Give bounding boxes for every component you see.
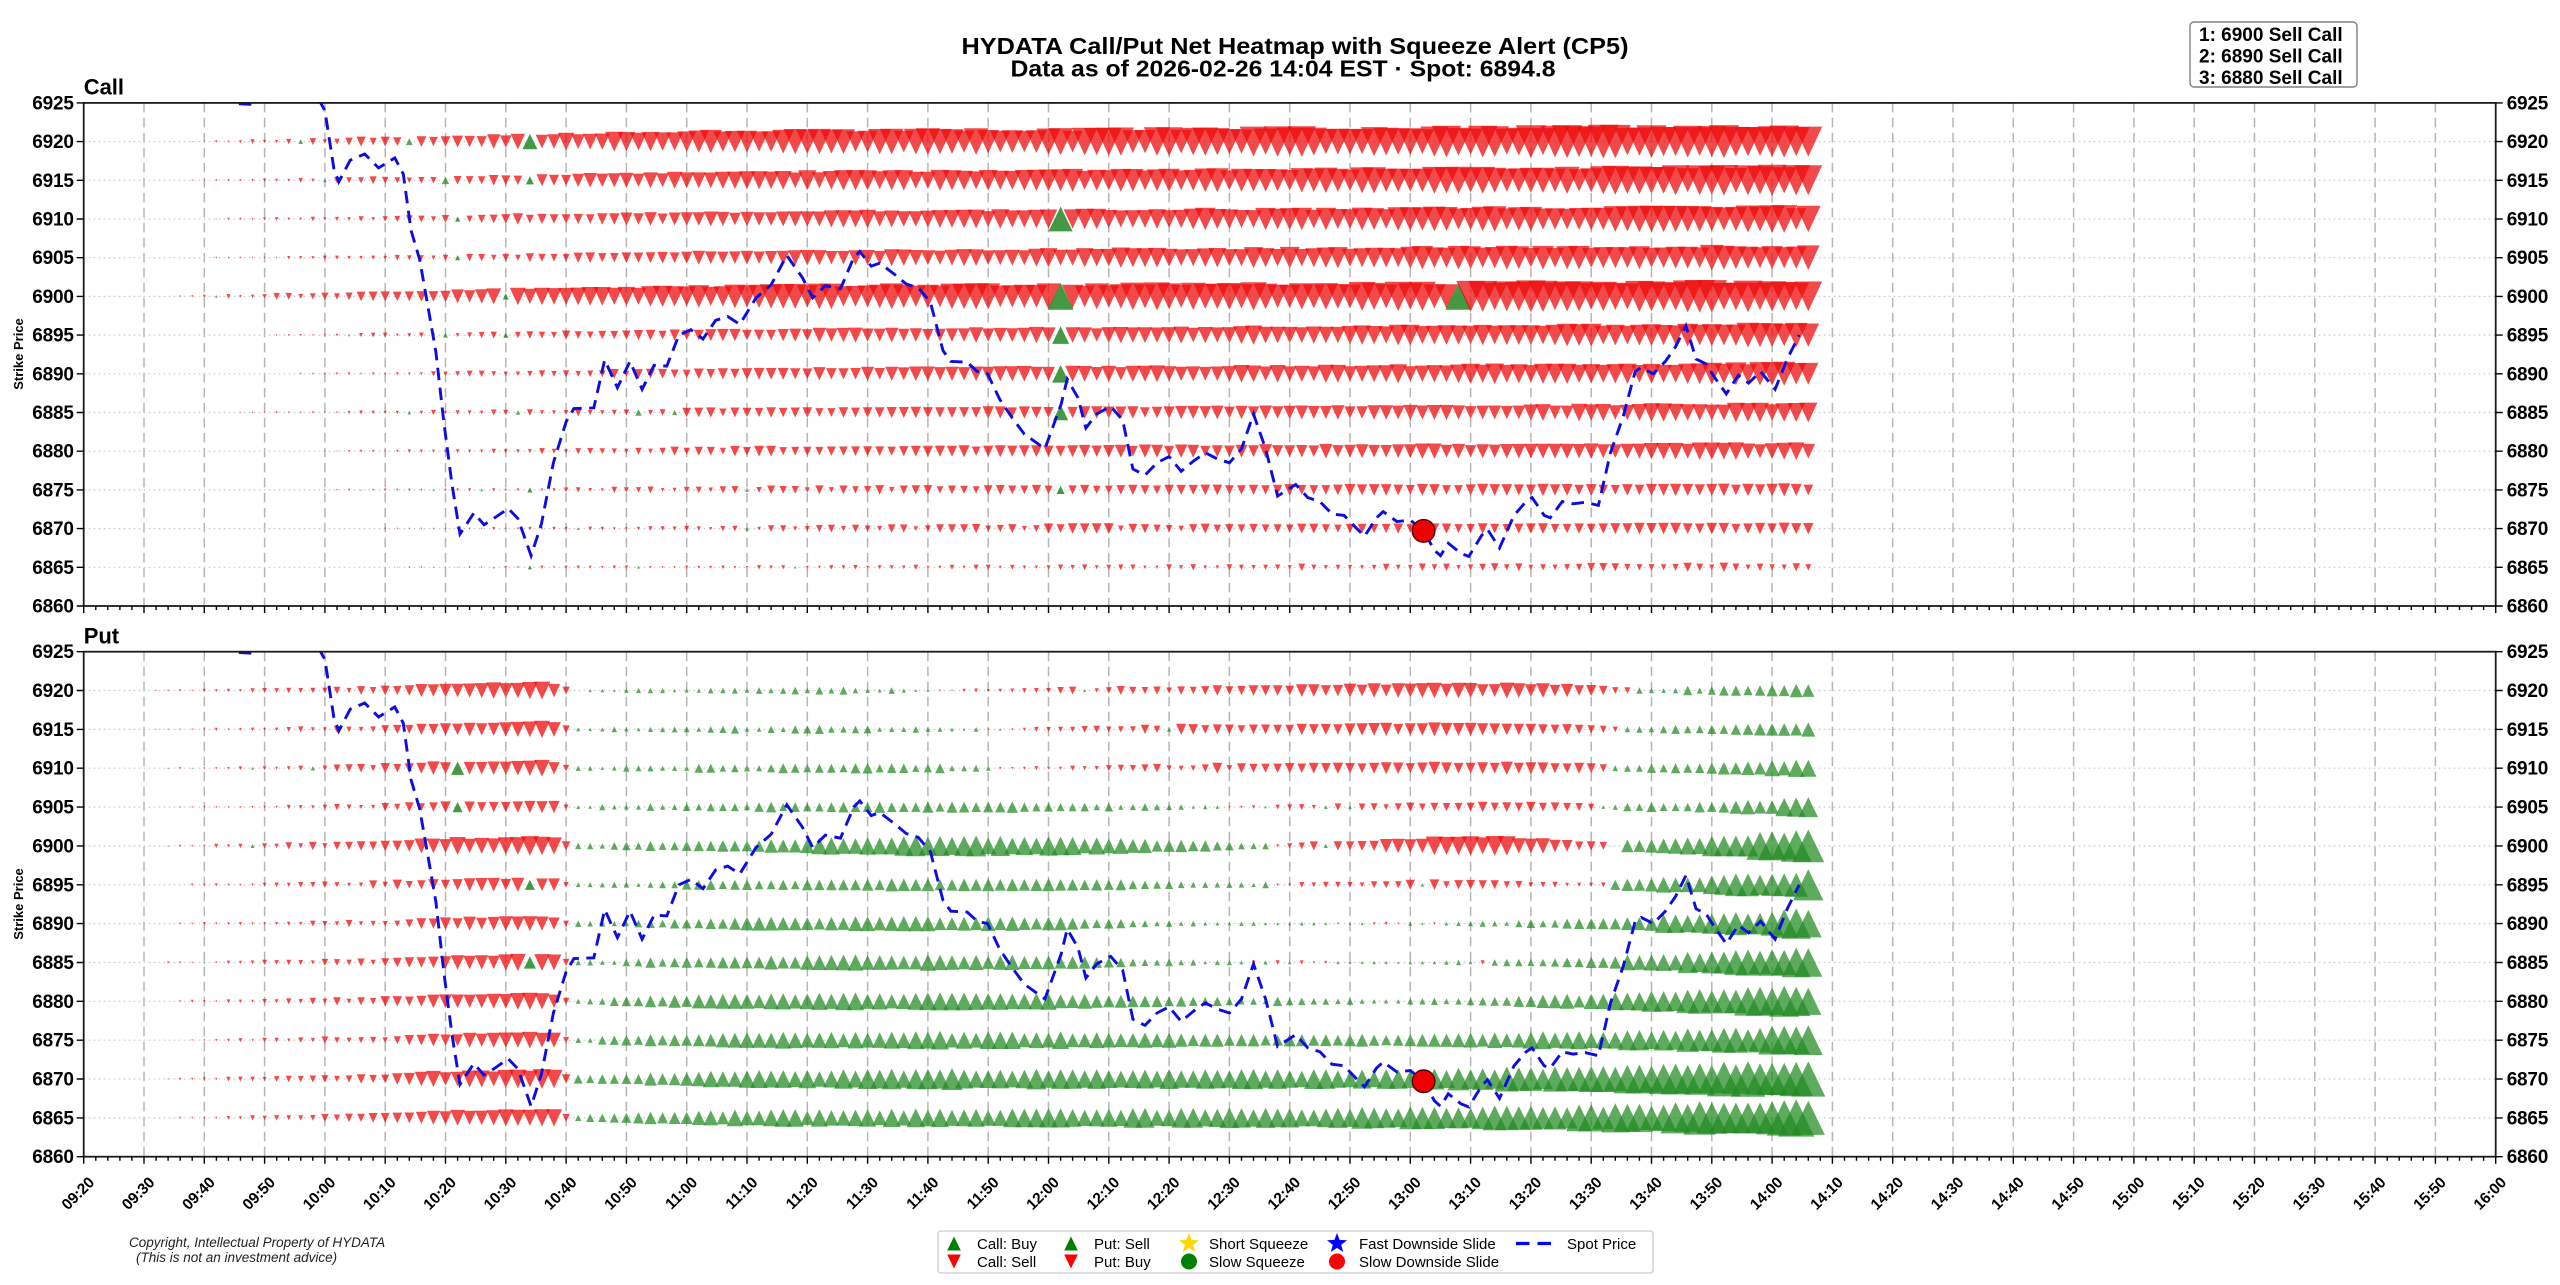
- svg-text:6900: 6900: [2507, 836, 2548, 857]
- svg-text:Call: Call: [84, 75, 124, 100]
- svg-text:6865: 6865: [2507, 1108, 2549, 1129]
- svg-text:6915: 6915: [32, 720, 74, 741]
- svg-text:6865: 6865: [2507, 558, 2549, 579]
- svg-text:1: 6900 Sell Call: 1: 6900 Sell Call: [2199, 25, 2343, 46]
- svg-text:6875: 6875: [2507, 480, 2549, 501]
- svg-text:6870: 6870: [32, 519, 73, 540]
- svg-text:6910: 6910: [32, 210, 73, 231]
- svg-text:6910: 6910: [32, 759, 73, 780]
- svg-text:Strike Price: Strike Price: [11, 318, 26, 390]
- svg-text:6885: 6885: [32, 953, 74, 974]
- svg-text:3: 6880 Sell Call: 3: 6880 Sell Call: [2199, 68, 2343, 89]
- svg-text:6920: 6920: [32, 681, 73, 702]
- svg-text:6895: 6895: [32, 875, 74, 896]
- svg-text:6905: 6905: [2507, 798, 2549, 819]
- svg-text:6910: 6910: [2507, 210, 2548, 231]
- svg-text:6920: 6920: [2507, 681, 2548, 702]
- svg-text:6895: 6895: [2507, 326, 2549, 347]
- svg-text:6865: 6865: [32, 1108, 74, 1129]
- svg-text:2: 6890 Sell Call: 2: 6890 Sell Call: [2199, 47, 2343, 68]
- svg-text:6905: 6905: [2507, 248, 2549, 269]
- svg-text:6905: 6905: [32, 248, 74, 269]
- svg-text:6860: 6860: [32, 1147, 73, 1168]
- svg-text:HYDATA Call/Put Net Heatmap wi: HYDATA Call/Put Net Heatmap with Squeeze…: [962, 33, 1629, 59]
- svg-text:Put: Buy: Put: Buy: [1094, 1254, 1151, 1271]
- svg-text:6885: 6885: [32, 403, 74, 424]
- svg-text:6870: 6870: [32, 1070, 73, 1091]
- svg-text:Call: Buy: Call: Buy: [977, 1236, 1038, 1253]
- svg-text:6870: 6870: [2507, 519, 2548, 540]
- svg-text:6890: 6890: [32, 364, 73, 385]
- svg-text:6925: 6925: [2507, 93, 2549, 114]
- svg-text:6880: 6880: [2507, 992, 2548, 1013]
- svg-text:6875: 6875: [32, 480, 74, 501]
- svg-text:6890: 6890: [2507, 914, 2548, 935]
- svg-text:Put: Put: [84, 624, 120, 649]
- svg-text:6890: 6890: [2507, 364, 2548, 385]
- svg-text:Slow Squeeze: Slow Squeeze: [1209, 1254, 1305, 1271]
- svg-text:6910: 6910: [2507, 759, 2548, 780]
- svg-text:6900: 6900: [2507, 287, 2548, 308]
- svg-text:Fast Downside Slide: Fast Downside Slide: [1359, 1236, 1496, 1253]
- svg-text:6860: 6860: [2507, 1147, 2548, 1168]
- svg-text:6885: 6885: [2507, 403, 2549, 424]
- svg-text:6880: 6880: [32, 992, 73, 1013]
- svg-text:6925: 6925: [32, 642, 74, 663]
- svg-text:Slow Downside Slide: Slow Downside Slide: [1359, 1254, 1499, 1271]
- svg-text:6895: 6895: [32, 326, 74, 347]
- svg-text:6925: 6925: [32, 93, 74, 114]
- svg-text:6895: 6895: [2507, 875, 2549, 896]
- svg-text:6915: 6915: [2507, 171, 2549, 192]
- svg-text:Put: Sell: Put: Sell: [1094, 1236, 1150, 1253]
- svg-text:6920: 6920: [32, 132, 73, 153]
- svg-text:6925: 6925: [2507, 642, 2549, 663]
- svg-text:6865: 6865: [32, 558, 74, 579]
- svg-text:6860: 6860: [2507, 597, 2548, 618]
- svg-text:Data as of 2026-02-26 14:04 ES: Data as of 2026-02-26 14:04 EST · Spot: …: [1011, 56, 1556, 82]
- svg-text:Call: Sell: Call: Sell: [977, 1254, 1036, 1271]
- svg-text:6870: 6870: [2507, 1070, 2548, 1091]
- svg-text:(This is not an investment adv: (This is not an investment advice): [136, 1250, 337, 1265]
- svg-text:6890: 6890: [32, 914, 73, 935]
- svg-text:6905: 6905: [32, 798, 74, 819]
- svg-text:Copyright, Intellectual Proper: Copyright, Intellectual Property of HYDA…: [129, 1235, 385, 1250]
- svg-text:Spot Price: Spot Price: [1567, 1236, 1636, 1253]
- svg-text:6915: 6915: [2507, 720, 2549, 741]
- svg-text:6920: 6920: [2507, 132, 2548, 153]
- svg-text:6915: 6915: [32, 171, 74, 192]
- svg-text:6900: 6900: [32, 287, 73, 308]
- svg-text:6875: 6875: [32, 1031, 74, 1052]
- svg-text:6860: 6860: [32, 597, 73, 618]
- svg-text:6880: 6880: [32, 442, 73, 463]
- svg-text:Short Squeeze: Short Squeeze: [1209, 1236, 1308, 1253]
- svg-text:Strike Price: Strike Price: [11, 868, 26, 940]
- svg-text:6880: 6880: [2507, 442, 2548, 463]
- svg-text:6875: 6875: [2507, 1031, 2549, 1052]
- svg-text:6900: 6900: [32, 836, 73, 857]
- svg-text:6885: 6885: [2507, 953, 2549, 974]
